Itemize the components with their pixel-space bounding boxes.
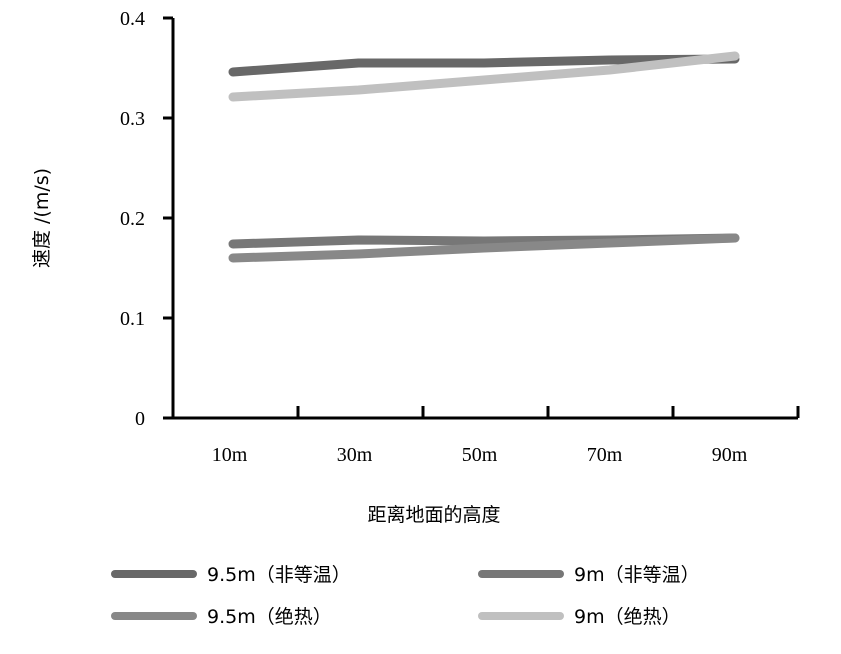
y-tick-label: 0 xyxy=(135,408,145,430)
y-tick-label: 0.2 xyxy=(120,208,145,230)
legend-item: 9m（绝热） xyxy=(478,606,681,628)
y-tick-label: 0.1 xyxy=(120,308,145,330)
legend-label: 9m（非等温） xyxy=(574,564,700,586)
x-axis-ticks: 10m 30m 50m 70m 90m xyxy=(212,406,800,466)
x-tick-label: 90m xyxy=(712,444,748,466)
legend-item: 9.5m（非等温） xyxy=(111,564,351,586)
legend-item: 9m（非等温） xyxy=(478,564,700,586)
legend-label: 9.5m（非等温） xyxy=(207,564,351,586)
legend: 9.5m（非等温） 9m（非等温） 9.5m（绝热） 9m（绝热） xyxy=(111,564,700,628)
legend-item: 9.5m（绝热） xyxy=(111,606,332,628)
x-axis-title: 距离地面的高度 xyxy=(367,504,500,526)
legend-label: 9m（绝热） xyxy=(574,606,681,628)
y-axis-ticks: 0 0.1 0.2 0.3 0.4 xyxy=(120,8,173,430)
series-line xyxy=(228,233,740,263)
y-tick-label: 0.4 xyxy=(120,8,145,30)
legend-label: 9.5m（绝热） xyxy=(207,606,332,628)
series-line xyxy=(228,54,740,77)
series-line xyxy=(228,51,740,102)
x-tick-label: 50m xyxy=(462,444,498,466)
series-lines xyxy=(228,51,740,263)
x-tick-label: 70m xyxy=(587,444,623,466)
y-tick-label: 0.3 xyxy=(120,108,145,130)
x-tick-label: 30m xyxy=(337,444,373,466)
y-axis-title: 速度 /(m/s) xyxy=(31,168,53,268)
x-tick-label: 10m xyxy=(212,444,248,466)
